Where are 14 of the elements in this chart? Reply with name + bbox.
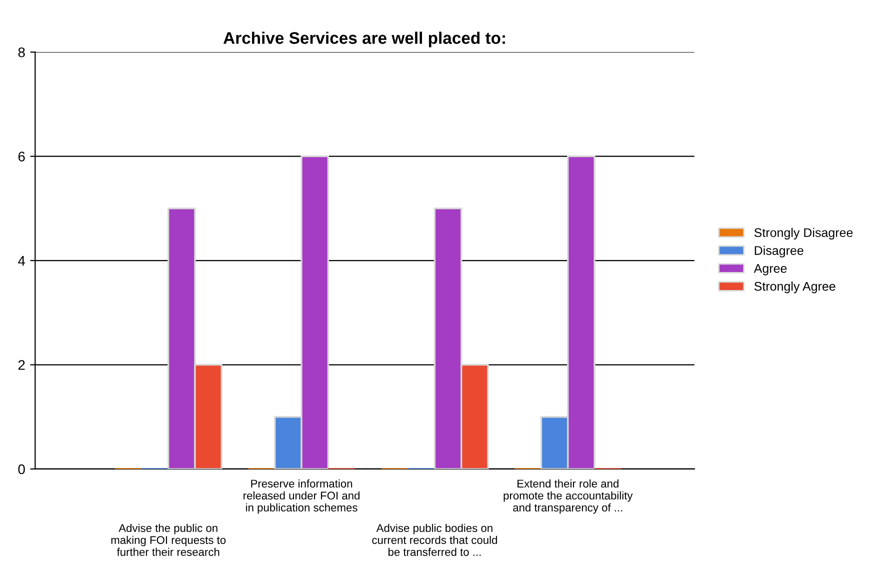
- y-tick-label: 6: [18, 152, 25, 162]
- y-tick-label: 8: [18, 47, 25, 58]
- chart-title: Archive Services are well placed to:: [223, 32, 505, 48]
- x-tick-label: Advise public bodies on current records that could be transferred to ...: [372, 524, 497, 556]
- legend-label: Strongly Disagree: [754, 228, 853, 240]
- x-tick-label: Advise the public on making FOI requests to further their research: [111, 524, 226, 556]
- y-tick-label: 4: [18, 256, 26, 266]
- legend-label: Disagree: [754, 246, 804, 258]
- legend-label: Strongly Agree: [754, 282, 836, 294]
- y-tick-label: 0: [18, 464, 25, 474]
- x-tick-label: Preserve information released under FOI and in publication schemes: [244, 479, 360, 514]
- y-tick-label: 2: [18, 360, 25, 370]
- x-tick-label: Extend their role and promote the accountability and transparency of ...: [504, 479, 633, 514]
- legend-label: Agree: [754, 264, 787, 276]
